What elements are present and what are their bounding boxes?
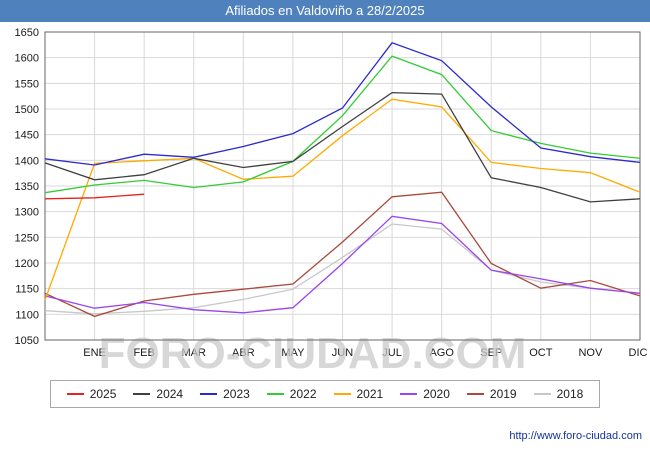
legend-label: 2021 (356, 387, 384, 401)
y-tick-label: 1100 (15, 309, 39, 321)
legend-label: 2024 (156, 387, 184, 401)
y-tick-label: 1050 (15, 335, 39, 347)
plot-border (44, 31, 641, 341)
legend-item-2022: 2022 (266, 387, 317, 401)
y-tick-label: 1150 (15, 284, 39, 296)
legend-color-swatch (466, 393, 484, 395)
series-line-2020 (44, 215, 641, 314)
legend-item-2024: 2024 (133, 387, 183, 401)
legend-item-2021: 2021 (333, 387, 384, 401)
affiliation-chart: 1050 1100 1150 1200 1250 1300 1350 1400 1450 1500… (15, 27, 648, 374)
x-tick-label: JUL (382, 347, 402, 359)
legend-item-2019: 2019 (466, 387, 517, 401)
legend-label: 2022 (289, 387, 317, 401)
x-tick-label: FEB (133, 347, 154, 359)
legend-item-2018: 2018 (533, 387, 584, 401)
legend-color-swatch (133, 393, 151, 395)
title-bar: Afiliados en Valdoviño a 28/2/2025 (0, 0, 650, 22)
y-tick-label: 1550 (15, 78, 39, 90)
legend-color-swatch (266, 393, 284, 395)
legend-color-swatch (400, 393, 418, 395)
y-tick-label: 1650 (15, 27, 39, 39)
legend-label: 2019 (489, 387, 517, 401)
series-line-2021 (44, 98, 641, 301)
series-line-2018 (44, 223, 641, 315)
legend-color-swatch (333, 393, 351, 395)
y-tick-label: 1500 (15, 104, 39, 116)
legend-item-2023: 2023 (200, 387, 250, 401)
legend-color-swatch (66, 393, 84, 395)
legend-item-2025: 2025 (66, 387, 117, 401)
series-line-2022 (44, 55, 641, 194)
series-line-2024 (44, 91, 641, 203)
y-tick-label: 1300 (15, 207, 39, 219)
series-line-2025 (44, 193, 145, 200)
series-line-2023 (44, 42, 641, 166)
series-line-2019 (44, 191, 641, 318)
x-tick-label: OCT (529, 347, 553, 359)
footer: http://www.foro-ciudad.com (509, 430, 642, 442)
legend-color-swatch (533, 393, 551, 395)
footer-url[interactable]: http://www.foro-ciudad.com (509, 430, 642, 442)
x-tick-label: ABR (232, 347, 255, 359)
x-tick-label: DIC (629, 347, 648, 359)
legend-label: 2018 (556, 387, 584, 401)
y-tick-label: 1250 (15, 232, 39, 244)
x-tick-label: JUN (332, 347, 353, 359)
legend-label: 2023 (223, 387, 250, 401)
legend-label: 2020 (423, 387, 450, 401)
x-tick-label: ENE (83, 347, 106, 359)
legend: 2025 2024 2023 2022 2021 2020 2019 2018 (49, 380, 601, 408)
legend-label: 2025 (89, 387, 117, 401)
y-tick-label: 1400 (15, 155, 39, 167)
legend-item-2020: 2020 (400, 387, 450, 401)
x-tick-label: MAY (281, 347, 305, 359)
x-tick-label: SEP (480, 347, 502, 359)
y-tick-label: 1600 (15, 53, 39, 65)
y-tick-label: 1450 (15, 130, 39, 142)
y-tick-label: 1350 (15, 181, 39, 193)
watermark-text: FORO-CIUDAD.COM (99, 329, 527, 374)
x-tick-label: MAR (182, 347, 207, 359)
x-tick-label: AGO (429, 347, 454, 359)
y-tick-label: 1200 (15, 258, 39, 270)
page-title: Afiliados en Valdoviño a 28/2/2025 (225, 3, 425, 18)
x-tick-label: NOV (578, 347, 603, 359)
legend-color-swatch (200, 393, 218, 395)
